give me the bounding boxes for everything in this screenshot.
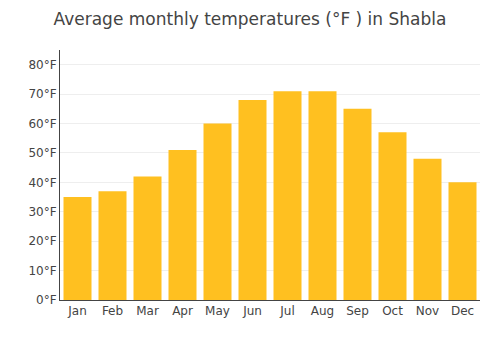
svg-text:Feb: Feb (102, 304, 123, 318)
svg-text:Jun: Jun (242, 304, 262, 318)
svg-text:Mar: Mar (136, 304, 159, 318)
svg-text:10°F: 10°F (28, 264, 56, 278)
svg-text:Aug: Aug (311, 304, 334, 318)
svg-text:Apr: Apr (172, 304, 193, 318)
svg-text:40°F: 40°F (28, 176, 56, 190)
svg-text:20°F: 20°F (28, 234, 56, 248)
svg-text:Jul: Jul (279, 304, 294, 318)
svg-text:80°F: 80°F (28, 58, 56, 72)
svg-text:Oct: Oct (382, 304, 403, 318)
svg-text:May: May (205, 304, 230, 318)
svg-text:Average monthly temperatures (: Average monthly temperatures (°F ) in Sh… (54, 9, 447, 29)
svg-text:Nov: Nov (416, 304, 439, 318)
svg-text:50°F: 50°F (28, 146, 56, 160)
svg-text:60°F: 60°F (28, 117, 56, 131)
svg-text:Jan: Jan (67, 304, 87, 318)
svg-text:0°F: 0°F (36, 293, 57, 307)
svg-text:30°F: 30°F (28, 205, 56, 219)
svg-text:Sep: Sep (346, 304, 369, 318)
svg-text:Dec: Dec (451, 304, 474, 318)
svg-text:70°F: 70°F (28, 87, 56, 101)
